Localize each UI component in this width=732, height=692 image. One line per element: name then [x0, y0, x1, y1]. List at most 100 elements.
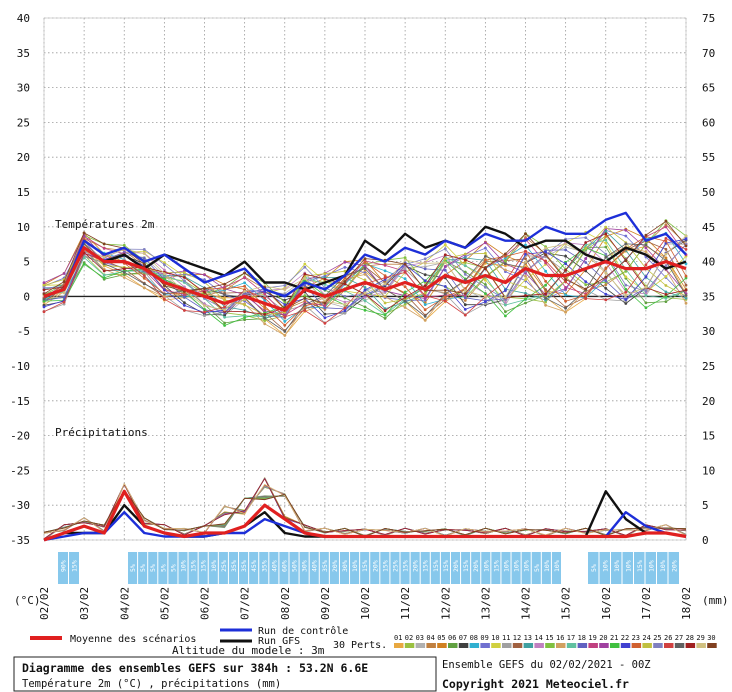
perturbation-temperature-line-point: [383, 295, 387, 299]
x-tick-label: 14/02: [520, 587, 533, 620]
right-tick-label: 35: [702, 290, 715, 303]
perturbation-temperature-line-point: [403, 256, 407, 260]
perturbation-temperature-line-point: [544, 253, 547, 257]
perturbation-temperature-line-point: [544, 246, 547, 250]
probability-cell: [440, 552, 450, 584]
perturbation-swatch: [556, 643, 566, 648]
right-tick-label: 75: [702, 12, 715, 25]
perturbation-temperature-line-point: [383, 282, 387, 286]
perturbation-temperature-line-point: [463, 303, 467, 307]
perturbation-temperature-line-point: [624, 290, 628, 294]
probability-label: 30%: [341, 560, 349, 572]
perturbation-temperature-line-point: [343, 303, 347, 306]
perturbation-temperature-line-point: [584, 243, 588, 247]
perturbation-temperature-line-point: [383, 269, 387, 273]
perturbation-temperature-line-point: [183, 309, 186, 312]
perturbation-temperature-line-point: [504, 254, 507, 258]
probability-cell: [218, 552, 228, 584]
left-tick-label: 25: [17, 116, 30, 129]
perturbation-temperature-line-point: [564, 299, 567, 303]
perturbation-swatch: [577, 643, 588, 648]
perturbation-temperature-line-point: [423, 265, 427, 269]
perturbation-temperature-line-point: [383, 264, 387, 267]
perturbation-temperature-line-point: [484, 285, 487, 289]
probability-cell: [198, 552, 208, 584]
perturbation-temperature-line-point: [684, 301, 688, 305]
perturbation-temperature-line-point: [42, 299, 46, 303]
perturbation-swatch: [394, 643, 404, 648]
perturbation-temperature-line-point: [504, 295, 507, 299]
perturbation-temperature-line-point: [203, 287, 206, 291]
perturbation-temperature-line-point: [664, 275, 668, 278]
probability-label: 10%: [351, 560, 359, 572]
perturbation-temperature-line-point: [163, 295, 166, 299]
perturbation-temperature-line-point: [42, 305, 46, 309]
perturbation-temperature-line-point: [664, 300, 668, 303]
perturbation-temperature-line-point: [62, 280, 66, 283]
x-tick-label: 12/02: [439, 587, 452, 620]
perturbation-temperature-line-point: [624, 302, 628, 305]
perturbation-temperature-line-point: [122, 267, 126, 271]
perturbation-temperature-line-point: [102, 269, 106, 273]
perturbation-temperature-line-point: [564, 254, 567, 258]
left-tick-label: -30: [10, 499, 30, 512]
perturbation-temperature-line-point: [604, 298, 608, 302]
perturbation-temperature-line-point: [303, 277, 307, 280]
perturbation-temperature-line-point: [644, 233, 648, 237]
probability-cell: [657, 552, 668, 584]
probability-label: 10%: [613, 560, 621, 572]
perturbation-temperature-line-point: [363, 308, 367, 312]
perturbation-temperature-line-point: [303, 283, 307, 287]
perturbation-temperature-line-point: [604, 255, 608, 259]
perturbation-temperature-line-point: [243, 271, 247, 275]
perturbation-swatch: [610, 643, 620, 648]
perturbation-id: 23: [632, 634, 640, 642]
perturbation-temperature-line-point: [363, 299, 367, 302]
perturbation-temperature-line-point: [142, 263, 146, 266]
footer-copyright: Copyright 2021 Meteociel.fr: [442, 677, 629, 691]
perturbation-temperature-line-point: [644, 263, 648, 267]
perturbation-temperature-line-point: [664, 293, 668, 296]
perturbation-temperature-line-point: [604, 287, 608, 290]
perturbation-swatch: [534, 643, 544, 648]
perturbation-temperature-line-point: [283, 284, 287, 287]
perturbation-temperature-line-point: [463, 289, 467, 292]
x-tick-label: 04/02: [118, 587, 131, 620]
right-tick-label: 5: [702, 499, 709, 512]
x-tick-label: 16/02: [600, 587, 613, 620]
footer-title: Diagramme des ensembles GEFS sur 384h : …: [22, 661, 368, 675]
probability-cell: [350, 552, 360, 584]
probability-label: 10%: [513, 560, 521, 572]
perturbation-temperature-line-point: [624, 234, 628, 238]
perturbation-temperature-line-point: [564, 306, 567, 310]
perturbation-temperature-line-point: [363, 288, 367, 292]
perturbation-temperature-line-point: [564, 280, 567, 284]
perturbation-temperature-line-point: [423, 297, 427, 300]
precipitation-label: Précipitations: [55, 426, 148, 439]
left-tick-label: 10: [17, 221, 30, 234]
left-tick-label: 40: [17, 12, 30, 25]
probability-label: 5%: [129, 564, 137, 572]
probability-label: 35%: [260, 560, 268, 572]
perturbation-temperature-line-point: [203, 273, 206, 277]
probability-label: 5%: [139, 564, 147, 572]
perturbation-swatch: [502, 643, 512, 648]
legend: Moyenne des scénarios Run de contrôle Ru…: [30, 625, 717, 651]
left-tick-label: -10: [10, 360, 30, 373]
probability-cell: [668, 552, 679, 584]
probability-cell: [410, 552, 420, 584]
perturbation-temperature-line-point: [403, 285, 407, 289]
perturbation-temperature-line-point: [664, 239, 668, 243]
perturbation-temperature-line-point: [684, 274, 688, 278]
perturbation-temperature-line-point: [203, 304, 206, 308]
perturbation-temperature-line-point: [624, 275, 628, 279]
perturbation-temperature-line-point: [423, 291, 427, 295]
perturbation-temperature-line-point: [62, 300, 66, 304]
perturbation-swatch: [415, 643, 426, 648]
perturbation-temperature-line-point: [564, 248, 567, 252]
perturbation-temperature-line-point: [363, 291, 367, 295]
right-tick-label: 15: [702, 430, 715, 443]
perturbation-temperature-line-point: [203, 290, 206, 294]
perturbation-swatch: [631, 643, 642, 648]
perturbation-temperature-line-point: [443, 288, 447, 292]
